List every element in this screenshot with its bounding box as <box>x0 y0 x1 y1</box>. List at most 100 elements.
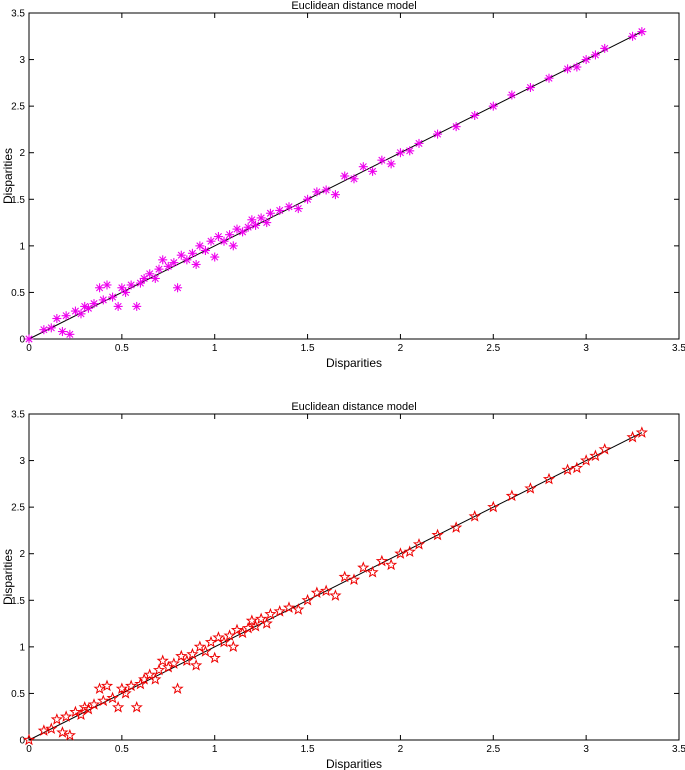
data-point <box>580 454 593 466</box>
data-point <box>524 482 537 494</box>
data-point <box>403 545 416 558</box>
data-point <box>581 55 591 65</box>
data-point <box>635 426 648 438</box>
data-point <box>301 593 314 606</box>
data-point <box>310 586 323 599</box>
x-tick-label: 1.5 <box>301 744 315 755</box>
data-point <box>76 309 86 319</box>
y-tick-label: 1 <box>19 642 25 653</box>
data-point <box>37 724 50 736</box>
data-point <box>368 166 378 176</box>
y-tick-label: 1.5 <box>11 596 25 607</box>
data-point <box>542 472 556 485</box>
scatter-chart-bottom: Euclidean distance model 0 0.5 1 1.5 2 2.5 3 3.… <box>1 401 685 770</box>
data-point <box>169 258 179 268</box>
data-point <box>366 565 379 578</box>
data-point <box>433 129 443 139</box>
data-point <box>167 657 180 669</box>
data-point <box>145 269 155 279</box>
data-point <box>190 659 203 671</box>
data-point <box>112 700 125 713</box>
data-point <box>149 673 162 685</box>
data-point <box>176 250 186 260</box>
data-point <box>242 621 255 634</box>
data-point <box>637 27 647 37</box>
data-point <box>312 187 322 197</box>
data-point <box>195 241 205 251</box>
data-point <box>52 314 62 324</box>
y-tick-label: 2.5 <box>11 102 25 113</box>
data-point <box>98 295 108 305</box>
data-point <box>106 691 119 704</box>
data-point <box>377 155 387 165</box>
data-point <box>487 500 500 513</box>
data-point <box>385 558 398 571</box>
data-point <box>303 194 313 204</box>
data-point <box>405 146 415 156</box>
data-point <box>358 162 368 172</box>
data-point <box>265 208 275 218</box>
data-point <box>39 325 49 335</box>
data-point <box>217 635 231 648</box>
x-tick-label: 1 <box>212 744 218 755</box>
chart-panel-top: Euclidean distance model 0 0.5 1 1.5 2 2.5 3 3.… <box>0 0 685 378</box>
data-point <box>121 287 131 297</box>
data-point <box>338 570 351 583</box>
data-point <box>206 236 216 246</box>
data-point <box>134 677 147 690</box>
data-point <box>89 299 99 309</box>
data-point <box>386 159 396 169</box>
data-point <box>139 273 149 283</box>
y-tick-label: 2 <box>19 549 25 560</box>
chart-title: Euclidean distance model <box>291 0 416 12</box>
data-point <box>125 679 138 692</box>
data-point <box>468 510 481 522</box>
data-point <box>293 204 303 214</box>
data-point <box>228 241 238 251</box>
y-axis-label: Disparities <box>1 549 15 605</box>
data-point <box>321 185 331 195</box>
y-tick-label: 3 <box>19 456 25 467</box>
plot-area-frame <box>28 413 680 741</box>
data-point <box>219 236 229 246</box>
x-tick-label: 0.5 <box>115 343 129 354</box>
data-point <box>69 705 82 718</box>
data-point <box>180 654 193 667</box>
data-point <box>249 619 262 632</box>
data-point <box>204 635 218 648</box>
data-point <box>208 651 221 664</box>
data-point <box>56 726 69 738</box>
scatter-chart-top: Euclidean distance model 0 0.5 1 1.5 2 2.5 3 3.… <box>1 0 685 370</box>
data-point <box>173 283 183 293</box>
data-point <box>187 248 197 258</box>
x-tick-label: 2 <box>398 744 404 755</box>
data-point <box>431 528 444 541</box>
fit-line <box>28 432 643 741</box>
x-tick-label: 1.5 <box>301 343 315 354</box>
data-point <box>273 605 286 617</box>
x-tick-label: 3 <box>583 343 589 354</box>
data-point <box>102 280 112 290</box>
data-point <box>200 246 210 256</box>
data-point <box>544 73 554 83</box>
data-point <box>163 261 173 271</box>
y-tick-label: 0.5 <box>11 689 25 700</box>
data-point <box>260 617 273 629</box>
x-tick-label: 3 <box>583 744 589 755</box>
data-point <box>95 283 105 293</box>
data-point <box>572 62 582 72</box>
y-tick-label: 1.5 <box>11 195 25 206</box>
data-point <box>488 101 498 111</box>
data-point <box>320 584 333 597</box>
data-point <box>126 280 136 290</box>
data-point <box>507 90 517 100</box>
data-point <box>154 264 164 274</box>
marks-layer: 0 0.5 1 1.5 2 2.5 3 3.5 0 0.5 1 1.5 2 2.5 3 3.5 <box>11 410 685 756</box>
data-point <box>24 334 34 344</box>
data-point <box>349 174 359 184</box>
data-point <box>143 668 156 681</box>
chart-title: Euclidean distance model <box>291 401 416 413</box>
data-point <box>590 50 600 60</box>
data-point <box>505 489 518 502</box>
data-point <box>256 213 266 223</box>
